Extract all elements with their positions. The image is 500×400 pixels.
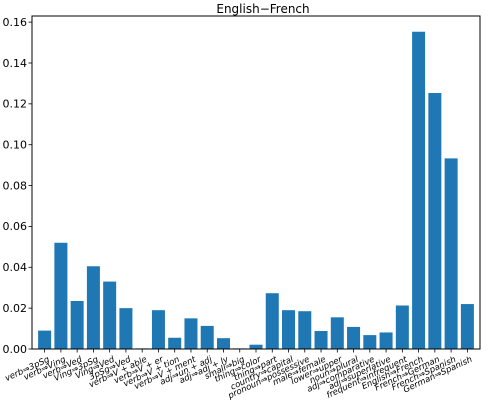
bar (54, 242, 68, 349)
bar (103, 281, 117, 349)
y-tick-label: 0.14 (3, 57, 28, 70)
bar (363, 335, 377, 349)
y-tick-label: 0.04 (3, 261, 28, 274)
bar (395, 305, 409, 349)
bar (86, 266, 100, 349)
bar (412, 31, 426, 349)
y-tick-label: 0.08 (3, 179, 28, 192)
bar (151, 310, 165, 349)
bar (314, 331, 328, 349)
y-tick-label: 0.00 (3, 343, 28, 356)
bar (460, 304, 474, 349)
y-tick-label: 0.12 (3, 98, 28, 111)
bar (428, 93, 442, 350)
bars-group (38, 31, 474, 350)
bar (347, 326, 361, 349)
bar (216, 338, 230, 349)
x-axis: verb⇒3pSgverb⇒Vingverb⇒VedVing⇒3pSgVing⇒… (4, 349, 474, 400)
bar (379, 332, 393, 349)
y-tick-label: 0.06 (3, 220, 28, 233)
y-tick-label: 0.02 (3, 302, 28, 315)
bar (330, 317, 344, 349)
bar (265, 293, 279, 349)
chart-title: English−French (216, 2, 309, 16)
bar (168, 337, 182, 349)
plot-frame (31, 15, 481, 350)
bar (249, 344, 263, 349)
y-axis: 0.00 0.02 0.04 0.06 0.08 0.10 0.12 0.14 0.16 (3, 16, 32, 356)
bar (70, 300, 84, 349)
bar (184, 318, 198, 349)
bar (282, 310, 296, 349)
bar (38, 330, 52, 349)
y-tick-label: 0.16 (3, 16, 28, 29)
bar (200, 325, 214, 349)
y-tick-label: 0.10 (3, 139, 28, 152)
bar (444, 158, 458, 349)
bar (298, 311, 312, 349)
bar (119, 308, 133, 349)
